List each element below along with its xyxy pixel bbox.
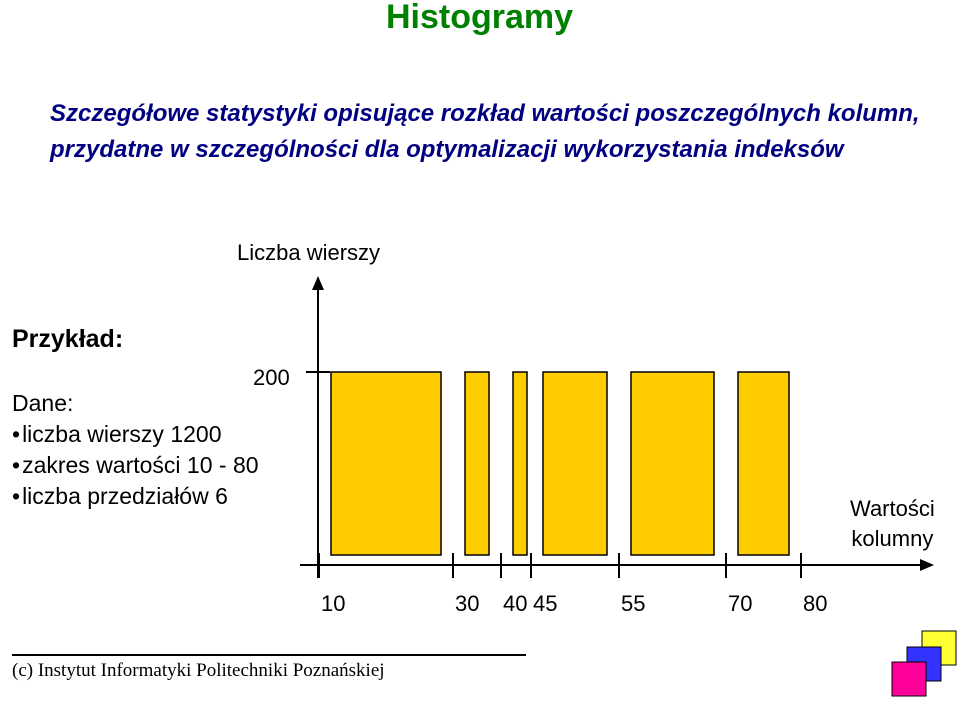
given-label: Dane: <box>12 390 74 416</box>
given-item: liczba przedziałów 6 <box>12 481 259 512</box>
histogram-bar <box>737 371 790 556</box>
given-block: Dane: liczba wierszy 1200 zakres wartośc… <box>12 388 259 512</box>
x-tick-label: 55 <box>621 591 646 616</box>
x-tick-label: 30 <box>455 591 480 616</box>
x-tick-label: 10 <box>321 591 346 616</box>
histogram-bar <box>330 371 442 556</box>
x-axis-label-line: kolumny <box>851 526 934 551</box>
histogram-bar <box>630 371 715 556</box>
x-axis-label-line: Wartości <box>850 496 935 521</box>
slide-subtitle: Szczegółowe statystyki opisujące rozkład… <box>50 100 920 163</box>
histogram-bar <box>464 371 490 556</box>
histogram-bar <box>512 371 528 556</box>
x-tick-label: 80 <box>803 591 828 616</box>
x-tick-label: 70 <box>728 591 753 616</box>
histogram-bar <box>542 371 608 556</box>
slide-title: Histogramy <box>385 0 574 36</box>
footer-text: (c) Instytut Informatyki Politechniki Po… <box>12 660 385 681</box>
y-axis-label: Liczba wierszy <box>237 240 381 265</box>
given-item: zakres wartości 10 - 80 <box>12 450 258 481</box>
example-heading: Przykład: <box>12 325 124 353</box>
y-tick-label: 200 <box>253 365 290 390</box>
given-item: liczba wierszy 1200 <box>12 419 259 450</box>
x-tick-label: 40 <box>503 591 528 616</box>
x-axis-label: Wartości kolumny <box>850 494 935 554</box>
x-tick-label: 45 <box>533 591 558 616</box>
